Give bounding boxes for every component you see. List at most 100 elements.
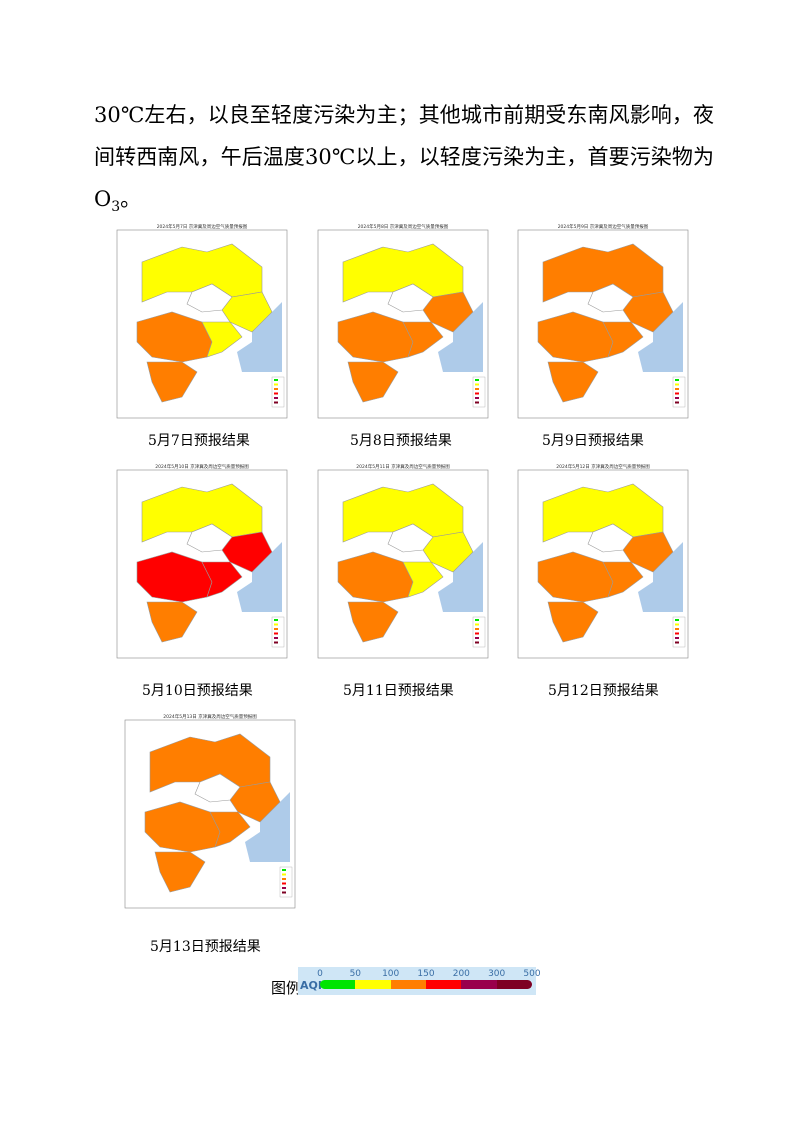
mini-legend-swatch [675, 401, 679, 404]
mini-legend-swatch [274, 623, 278, 626]
legend-tick: 100 [382, 969, 400, 979]
map-title: 2024年5月7日 京津冀及周边空气质量预报图 [157, 223, 248, 230]
forecast-map-may9: 2024年5月9日 京津冀及周边空气质量预报图 [513, 222, 693, 422]
caption-may11: 5月11日预报结果 [343, 683, 454, 699]
mini-legend-swatch [475, 388, 479, 390]
sea-region [638, 542, 683, 612]
sea-region [438, 302, 483, 372]
region-south [146, 601, 198, 643]
legend-color-segment [461, 980, 497, 989]
map-title: 2024年5月11日 京津冀及周边空气质量预报图 [356, 463, 450, 470]
caption-may10: 5月10日预报结果 [142, 683, 253, 699]
legend-tick: 0 [317, 969, 323, 979]
region-center [587, 283, 634, 313]
mini-legend-swatch [282, 873, 286, 876]
mini-legend-swatch [282, 887, 286, 889]
mini-legend-swatch [282, 869, 286, 871]
region-center [186, 283, 233, 313]
map-title: 2024年5月8日 京津冀及周边空气质量预报图 [358, 223, 449, 230]
forecast-map-may12: 2024年5月12日 京津冀及周边空气质量预报图 [513, 462, 693, 662]
caption-may8: 5月8日预报结果 [350, 433, 452, 449]
sentence-end: 。 [120, 187, 142, 211]
mini-legend-swatch [675, 379, 679, 381]
legend-color-segment [320, 980, 356, 989]
caption-may7: 5月7日预报结果 [148, 433, 250, 449]
mini-legend-swatch [475, 637, 479, 639]
region-center [587, 523, 634, 553]
legend-color-segment [390, 980, 426, 989]
mini-legend-swatch [274, 383, 278, 386]
region-center [194, 773, 241, 803]
forecast-map-may7: 2024年5月7日 京津冀及周边空气质量预报图 [112, 222, 292, 422]
sea-region [237, 542, 282, 612]
region-mid [209, 811, 251, 848]
region-south [154, 851, 206, 893]
mini-legend-swatch [274, 401, 278, 404]
region-south [547, 361, 599, 403]
map-svg: 2024年5月8日 京津冀及周边空气质量预报图 [317, 223, 489, 419]
forecast-map-may13: 2024年5月13日 京津冀及周边空气质量预报图 [120, 712, 300, 912]
caption-may13: 5月13日预报结果 [150, 939, 261, 955]
mini-legend-swatch [675, 397, 679, 399]
region-south [347, 601, 399, 643]
forecast-map-may11: 2024年5月11日 京津冀及周边空气质量预报图 [313, 462, 493, 662]
map-title: 2024年5月13日 京津冀及周边空气质量预报图 [163, 713, 257, 720]
region-mid [201, 321, 243, 358]
caption-may12: 5月12日预报结果 [548, 683, 659, 699]
mini-legend-swatch [675, 637, 679, 639]
paragraph-line-2: 间转西南风，午后温度30℃以上，以轻度污染为主，首要污染物为 [94, 145, 714, 169]
map-svg: 2024年5月9日 京津冀及周边空气质量预报图 [517, 223, 689, 419]
mini-legend-swatch [675, 623, 679, 626]
legend-tick: 500 [523, 969, 541, 979]
paragraph-line-3: O3。 [94, 178, 714, 228]
aqi-legend: AQI 0 50 100 150 200 300 500 [298, 967, 541, 995]
mini-legend-swatch [282, 878, 286, 880]
region-mid [201, 561, 243, 598]
map-title: 2024年5月10日 京津冀及周边空气质量预报图 [155, 463, 249, 470]
mini-legend-swatch [675, 619, 679, 621]
region-south [547, 601, 599, 643]
legend-tick: 150 [417, 969, 435, 979]
mini-legend-swatch [475, 379, 479, 381]
mini-legend-swatch [274, 379, 278, 381]
aqi-color-bar [320, 980, 532, 989]
region-mid [602, 321, 644, 358]
region-center [186, 523, 233, 553]
mini-legend-swatch [274, 628, 278, 630]
pollutant-o3-subscript: 3 [111, 199, 121, 216]
legend-tick: 200 [452, 969, 470, 979]
mini-legend-swatch [475, 641, 479, 644]
legend-tick: 50 [349, 969, 362, 979]
mini-legend-swatch [274, 637, 278, 639]
mini-legend-swatch [274, 632, 278, 635]
mini-legend-swatch [675, 641, 679, 644]
region-mid [602, 561, 644, 598]
legend-color-segment [355, 980, 391, 989]
mini-legend-swatch [475, 397, 479, 399]
map-svg: 2024年5月12日 京津冀及周边空气质量预报图 [517, 463, 689, 659]
mini-legend-swatch [675, 388, 679, 390]
mini-legend-swatch [282, 882, 286, 885]
map-title: 2024年5月12日 京津冀及周边空气质量预报图 [556, 463, 650, 470]
mini-legend-swatch [675, 632, 679, 635]
mini-legend-swatch [675, 628, 679, 630]
mini-legend-swatch [274, 619, 278, 621]
legend-aqi-text: AQI [300, 979, 322, 992]
mini-legend-swatch [475, 401, 479, 404]
map-svg: 2024年5月13日 京津冀及周边空气质量预报图 [124, 713, 296, 909]
forecast-map-may10: 2024年5月10日 京津冀及周边空气质量预报图 [112, 462, 292, 662]
caption-may9: 5月9日预报结果 [542, 433, 644, 449]
mini-legend-swatch [475, 383, 479, 386]
region-mid [402, 321, 444, 358]
mini-legend-swatch [274, 641, 278, 644]
legend-label: 图例 [271, 979, 302, 997]
forecast-map-may8: 2024年5月8日 京津冀及周边空气质量预报图 [313, 222, 493, 422]
mini-legend-swatch [475, 392, 479, 395]
mini-legend-swatch [475, 619, 479, 621]
region-center [387, 523, 434, 553]
map-svg: 2024年5月10日 京津冀及周边空气质量预报图 [116, 463, 288, 659]
legend-color-segment [496, 980, 532, 989]
forecast-paragraph: 30℃左右，以良至轻度污染为主；其他城市前期受东南风影响，夜 间转西南风，午后温… [94, 94, 714, 228]
region-mid [402, 561, 444, 598]
map-title: 2024年5月9日 京津冀及周边空气质量预报图 [558, 223, 649, 230]
